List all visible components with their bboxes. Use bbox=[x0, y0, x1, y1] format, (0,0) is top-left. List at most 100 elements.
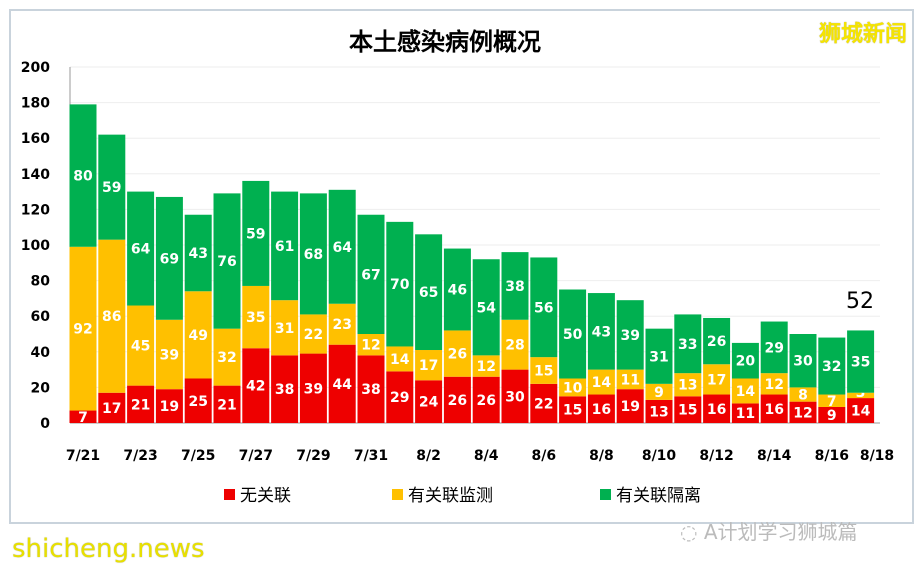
data-label: 15 bbox=[534, 363, 553, 379]
data-label: 35 bbox=[851, 355, 870, 371]
bar-segment bbox=[731, 378, 759, 404]
bar-segment bbox=[415, 350, 443, 381]
data-label: 56 bbox=[534, 300, 553, 316]
y-tick-label: 160 bbox=[21, 131, 50, 147]
data-label: 59 bbox=[102, 180, 121, 196]
bar-segment bbox=[271, 355, 299, 423]
data-label: 76 bbox=[217, 254, 236, 270]
data-label: 8 bbox=[798, 388, 808, 404]
data-label: 22 bbox=[534, 396, 553, 412]
data-label: 3 bbox=[856, 385, 866, 401]
data-label: 14 bbox=[851, 404, 871, 420]
bar-segment bbox=[501, 369, 529, 423]
data-label: 16 bbox=[707, 402, 726, 418]
data-label: 86 bbox=[102, 309, 121, 325]
bar-segment bbox=[587, 369, 615, 395]
total-annotation: 52 bbox=[846, 289, 874, 314]
data-label: 29 bbox=[764, 340, 783, 356]
bar-segment bbox=[213, 385, 241, 423]
bar-segment bbox=[703, 364, 731, 395]
x-tick-label: 8/10 bbox=[642, 448, 677, 464]
bar-segment bbox=[184, 291, 212, 379]
data-label: 92 bbox=[73, 322, 92, 338]
bar-segment bbox=[184, 214, 212, 292]
data-label: 22 bbox=[304, 327, 323, 343]
data-label: 33 bbox=[678, 337, 697, 353]
data-label: 64 bbox=[332, 240, 352, 256]
data-label: 12 bbox=[476, 359, 495, 375]
y-tick-label: 140 bbox=[21, 167, 50, 183]
data-label: 15 bbox=[563, 403, 582, 419]
bar-segment bbox=[731, 403, 759, 423]
bar-segment bbox=[357, 214, 385, 334]
bar-segment bbox=[443, 330, 471, 377]
bar-segment bbox=[703, 317, 731, 365]
data-label: 67 bbox=[361, 267, 380, 283]
data-label: 9 bbox=[827, 408, 837, 424]
data-label: 64 bbox=[131, 242, 151, 258]
bar-segment bbox=[443, 376, 471, 423]
data-label: 68 bbox=[304, 247, 323, 263]
x-tick-label: 7/25 bbox=[181, 448, 215, 464]
data-label: 17 bbox=[102, 401, 121, 417]
bar-segment bbox=[357, 355, 385, 423]
x-tick-label: 7/31 bbox=[354, 448, 388, 464]
data-label: 20 bbox=[736, 354, 756, 370]
bar-segment bbox=[559, 289, 587, 379]
bar-segment bbox=[530, 357, 558, 384]
y-tick-label: 120 bbox=[21, 202, 50, 218]
data-label: 46 bbox=[448, 283, 467, 299]
data-label: 50 bbox=[563, 327, 583, 343]
bar-segment bbox=[847, 398, 875, 423]
data-label: 15 bbox=[678, 403, 697, 419]
bar-segment bbox=[213, 193, 241, 329]
bar-segment bbox=[472, 355, 500, 377]
legend-swatch bbox=[392, 489, 403, 500]
data-label: 12 bbox=[793, 405, 812, 421]
bar-segment bbox=[559, 396, 587, 423]
data-label: 32 bbox=[822, 359, 841, 375]
data-label: 17 bbox=[419, 358, 438, 374]
bar-segment bbox=[415, 380, 443, 423]
y-tick-label: 200 bbox=[21, 60, 50, 76]
bar-segment bbox=[789, 401, 817, 423]
data-label: 7 bbox=[78, 410, 88, 426]
bar-segment bbox=[328, 189, 356, 304]
bar-segment bbox=[271, 191, 299, 301]
data-label: 14 bbox=[390, 352, 410, 368]
data-label: 43 bbox=[188, 246, 207, 262]
bar-segment bbox=[818, 394, 846, 407]
y-tick-label: 180 bbox=[21, 96, 50, 112]
data-label: 14 bbox=[592, 375, 612, 391]
data-label: 17 bbox=[707, 372, 726, 388]
bar-segment bbox=[530, 257, 558, 358]
data-label: 49 bbox=[188, 328, 207, 344]
data-label: 38 bbox=[505, 279, 524, 295]
bar-segment bbox=[818, 406, 846, 423]
bar-segment bbox=[386, 221, 414, 347]
data-label: 7 bbox=[827, 394, 837, 410]
data-label: 44 bbox=[332, 377, 352, 393]
bar-segment bbox=[818, 337, 846, 395]
watermark-bottom: shicheng.news bbox=[12, 534, 205, 564]
bar-segment bbox=[559, 378, 587, 397]
bar-segment bbox=[155, 319, 183, 390]
bar-segment bbox=[155, 389, 183, 423]
bar-segment bbox=[731, 342, 759, 379]
data-label: 21 bbox=[217, 397, 236, 413]
data-label: 31 bbox=[275, 321, 294, 337]
data-label: 29 bbox=[390, 390, 409, 406]
x-tick-label: 8/2 bbox=[416, 448, 441, 464]
bar-segment bbox=[155, 196, 183, 320]
y-tick-label: 60 bbox=[31, 309, 51, 325]
y-tick-label: 80 bbox=[31, 274, 51, 290]
legend-swatch bbox=[600, 489, 611, 500]
data-label: 13 bbox=[678, 378, 697, 394]
bar-segment bbox=[242, 180, 270, 286]
data-label: 10 bbox=[563, 380, 583, 396]
data-label: 11 bbox=[736, 406, 755, 422]
bar-segment bbox=[789, 387, 817, 402]
bar-segment bbox=[760, 394, 788, 423]
bar-segment bbox=[69, 246, 97, 411]
bar-segment bbox=[616, 300, 644, 370]
